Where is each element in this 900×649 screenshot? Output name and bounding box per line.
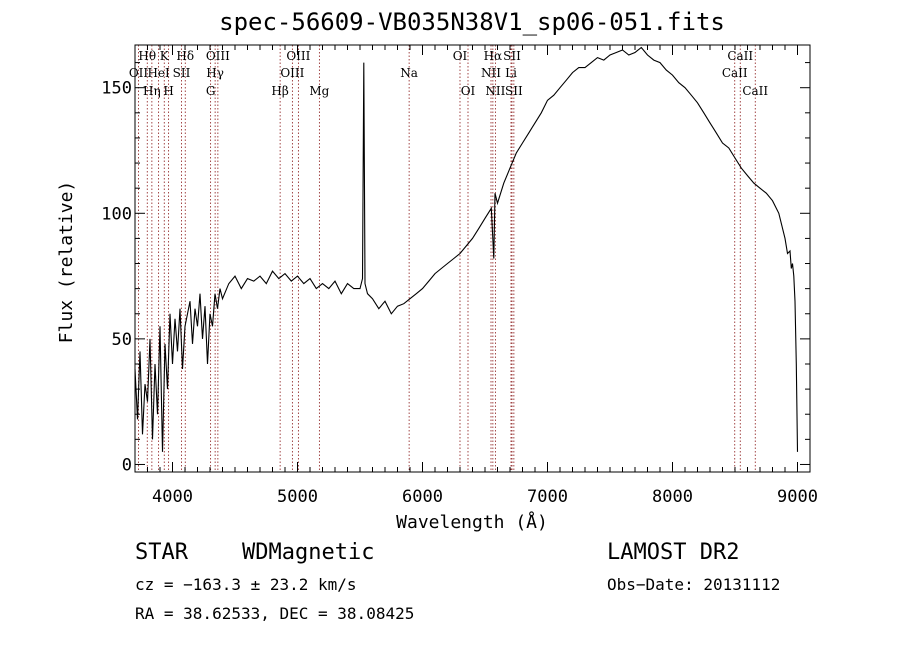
x-tick-label: 4000 (152, 487, 193, 507)
observation-date: Obs−Date: 20131112 (607, 575, 781, 594)
line-marker-label: HeI (147, 66, 170, 80)
line-marker-label: SII (503, 49, 521, 63)
line-marker-label: OIII (206, 49, 230, 63)
line-marker-label: G (206, 84, 216, 98)
line-marker-label: K (160, 49, 170, 63)
line-marker-label: CaII (727, 49, 753, 63)
line-markers (138, 45, 756, 472)
x-axis-label: Wavelength (Å) (396, 511, 548, 533)
line-marker-label: SII (505, 84, 523, 98)
line-marker-label: NII (481, 66, 501, 80)
y-tick-label: 100 (101, 204, 132, 224)
line-marker-label: OIII (286, 49, 310, 63)
spectrum-line (134, 46, 799, 452)
x-axis: 4000 5000 6000 7000 8000 9000 (147, 45, 818, 507)
line-marker-label: Hα (484, 49, 503, 63)
line-marker-label: SII (173, 66, 191, 80)
x-tick-label: 6000 (402, 487, 443, 507)
line-marker-label: CaII (722, 66, 748, 80)
line-marker-label: NII (485, 84, 505, 98)
x-tick-label: 7000 (527, 487, 568, 507)
line-marker-label: Hβ (271, 84, 288, 98)
line-marker-label: Mg (309, 84, 329, 98)
x-tick-label: 9000 (777, 487, 818, 507)
line-marker-labels: Hθ OII Hη K HeI H Hδ SII OIII Hγ G OIII OIII Hβ Mg Na OI… (129, 49, 769, 98)
x-tick-label: 8000 (652, 487, 693, 507)
redshift-velocity: cz = −163.3 ± 23.2 km/s (135, 575, 357, 594)
plot-frame (134, 44, 811, 473)
y-axis-label: Flux (relative) (56, 181, 77, 344)
x-tick-label: 5000 (277, 487, 318, 507)
line-marker-label: Li (505, 66, 517, 80)
object-subclass: WDMagnetic (242, 540, 375, 565)
line-marker-label: OII (129, 66, 149, 80)
line-marker-label: OI (453, 49, 468, 63)
y-tick-label: 0 (122, 455, 132, 475)
line-marker-label: CaII (742, 84, 768, 98)
y-tick-label: 50 (112, 330, 132, 350)
line-marker-label: H (163, 84, 173, 98)
line-marker-label: Hη (143, 84, 161, 98)
object-class: STAR (135, 540, 188, 565)
line-marker-label: Hγ (206, 66, 224, 80)
chart-title: spec-56609-VB035N38V1_sp06-051.fits (219, 8, 725, 36)
sky-coordinates: RA = 38.62533, DEC = 38.08425 (135, 604, 415, 623)
line-marker-label: OIII (280, 66, 304, 80)
y-axis: 0 50 100 150 (101, 62, 810, 475)
y-tick-label: 150 (101, 79, 132, 99)
line-marker-label: Hθ (138, 49, 156, 63)
line-marker-label: Hδ (176, 49, 194, 63)
line-marker-label: Na (400, 66, 418, 80)
line-marker-label: OI (461, 84, 476, 98)
survey-name: LAMOST DR2 (607, 540, 740, 565)
